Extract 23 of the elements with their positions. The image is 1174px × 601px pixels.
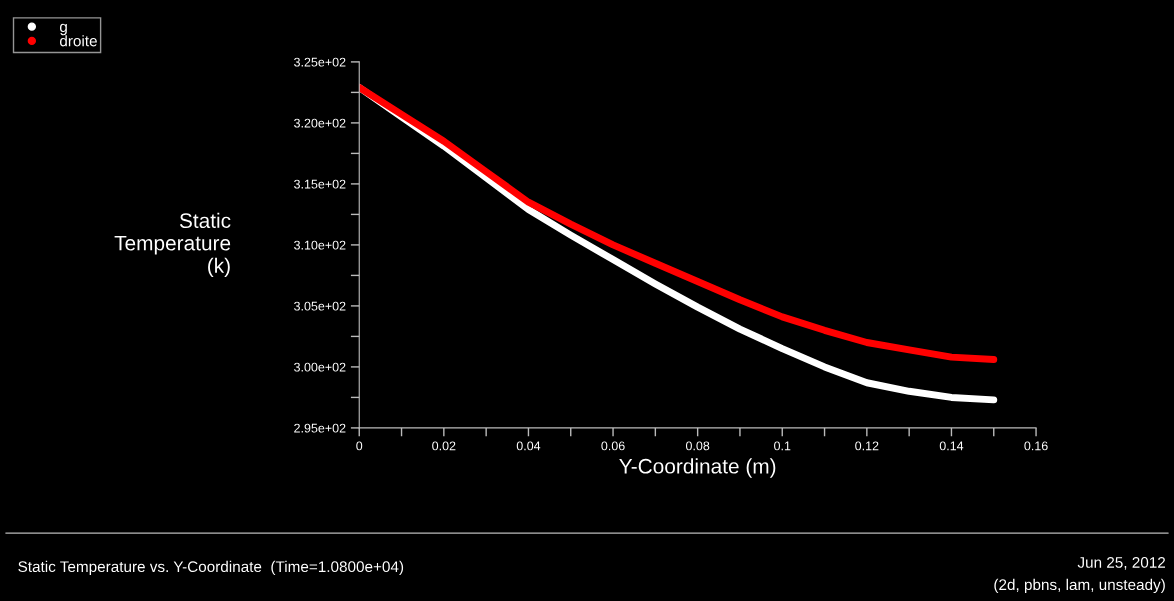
- x-tick-label: 0.06: [601, 441, 625, 451]
- y-tick-label: 3.15e+02: [294, 179, 346, 189]
- y-tick-label: 2.95e+02: [294, 423, 346, 433]
- x-tick-label: 0.16: [1024, 441, 1048, 451]
- x-tick-label: 0.12: [855, 441, 879, 451]
- y-tick-label: 3.20e+02: [294, 118, 346, 128]
- text: Jun 25, 2012: [1077, 557, 1166, 570]
- y-tick-label: 3.10e+02: [294, 240, 346, 250]
- y-tick-label: 3.05e+02: [294, 301, 346, 311]
- y-axis-title: Static Temperature (k): [114, 212, 231, 278]
- x-tick-label: 0.02: [432, 441, 456, 451]
- x-tick-label: 0.04: [516, 441, 541, 451]
- x-axis-title: Y-Coordinate (m): [619, 458, 776, 478]
- legend-label: g: [59, 23, 67, 36]
- x-tick-label: 0.1: [774, 441, 791, 451]
- x-tick-label: 0.08: [685, 441, 710, 451]
- text: (2d, pbns, lam, unsteady): [994, 578, 1165, 594]
- y-tick-label: 3.00e+02: [294, 362, 346, 372]
- text: Static Temperature vs. Y-Coordinate (Time=1.0800e+04): [18, 560, 404, 576]
- x-tick-label: 0: [356, 441, 363, 451]
- x-tick-label: 0.14: [939, 441, 964, 451]
- y-tick-label: 3.25e+02: [294, 57, 346, 67]
- legend-label: droite: [59, 35, 97, 47]
